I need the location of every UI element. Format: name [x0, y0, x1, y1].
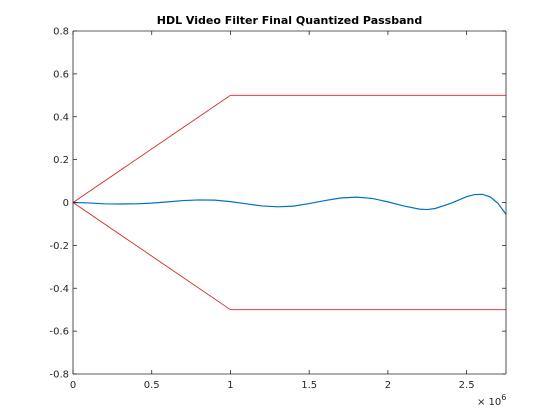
x-tick-label: 1: [227, 380, 233, 391]
x-tick-label: 2.5: [459, 380, 475, 391]
plot-area: [73, 31, 506, 374]
y-tick-label: 0.8: [53, 27, 69, 38]
chart-title: HDL Video Filter Final Quantized Passban…: [157, 14, 422, 27]
x-tick-label: 0: [70, 380, 76, 391]
x-tick-label: 1.5: [301, 380, 317, 391]
series-layer: [72, 94, 507, 311]
y-tick-label: 0.4: [53, 112, 69, 123]
x-tick-label: 2: [385, 380, 391, 391]
x-exponent-base: × 10: [477, 397, 501, 408]
series-line-1: [72, 193, 507, 215]
series-line-3: [72, 202, 506, 311]
y-tick-label: -0.8: [49, 370, 69, 381]
x-tick-label: 0.5: [144, 380, 160, 391]
ticks-layer: 0 0.5 1 1.5 2 2.5 -0.8 -0.6 -0.4 -0.2 0 0.2 0.4 0.6 0.…: [49, 27, 506, 391]
series-line-2: [72, 94, 506, 203]
y-tick-label: -0.2: [49, 241, 69, 252]
y-tick-label: -0.4: [49, 284, 69, 295]
y-tick-label: 0: [63, 198, 69, 209]
y-tick-label: 0.2: [53, 155, 69, 166]
x-exponent-label: × 106: [477, 393, 506, 408]
y-tick-label: -0.6: [49, 327, 69, 338]
x-exponent-power: 6: [501, 393, 506, 402]
y-tick-label: 0.6: [53, 69, 69, 80]
